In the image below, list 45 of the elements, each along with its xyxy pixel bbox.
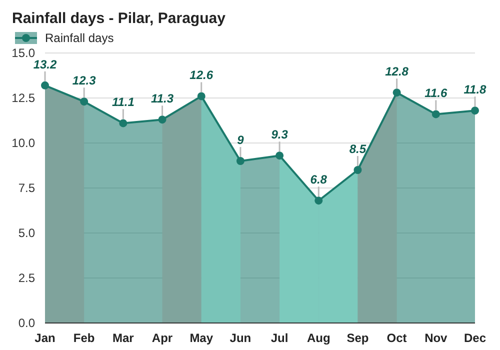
x-tick-label: May xyxy=(190,331,214,345)
y-tick-label: 0.0 xyxy=(18,316,36,330)
point xyxy=(314,196,323,205)
y-tick-label: 10.0 xyxy=(12,136,36,150)
y-tick-label: 7.5 xyxy=(18,181,36,196)
data-label: 11.1 xyxy=(112,95,135,110)
point xyxy=(471,106,479,115)
x-tick-label: Mar xyxy=(112,331,134,345)
data-label: 12.3 xyxy=(72,74,96,88)
legend-label: Rainfall days xyxy=(45,31,114,46)
y-tick-label: 5.0 xyxy=(18,226,36,240)
data-label: 12.6 xyxy=(190,68,214,82)
x-tick-label: Jul xyxy=(270,331,288,345)
data-label: 11.8 xyxy=(464,82,487,97)
y-tick-label: 2.5 xyxy=(18,271,36,286)
x-tick-label: Nov xyxy=(424,331,448,345)
point xyxy=(80,98,88,106)
data-label: 13.2 xyxy=(33,57,57,72)
data-label: 11.6 xyxy=(424,86,448,100)
y-tick-label: 12.5 xyxy=(12,91,36,106)
x-tick-label: Feb xyxy=(73,331,95,345)
x-tick-label: Aug xyxy=(306,331,330,345)
data-label: 12.8 xyxy=(385,64,409,79)
data-label: 11.3 xyxy=(151,92,174,106)
point xyxy=(432,110,440,118)
point xyxy=(197,92,206,100)
point xyxy=(392,88,401,97)
data-label: 9.3 xyxy=(271,128,288,142)
data-label: 8.5 xyxy=(349,142,366,156)
point xyxy=(354,166,362,174)
x-tick-label: Jun xyxy=(230,331,252,345)
point xyxy=(41,81,49,90)
x-tick-label: Oct xyxy=(386,331,407,345)
point xyxy=(119,119,128,128)
point xyxy=(276,152,284,160)
point xyxy=(236,157,244,165)
y-tick-label: 15.0 xyxy=(12,46,36,60)
x-tick-label: Dec xyxy=(464,331,486,345)
chart-title: Rainfall days - Pilar, Paraguay xyxy=(12,10,226,27)
x-tick-label: Sep xyxy=(346,331,369,345)
data-label: 9 xyxy=(237,133,244,147)
x-tick-label: Apr xyxy=(152,331,173,345)
point xyxy=(158,116,166,124)
x-tick-label: Jan xyxy=(34,331,56,345)
data-label: 6.8 xyxy=(310,172,328,187)
